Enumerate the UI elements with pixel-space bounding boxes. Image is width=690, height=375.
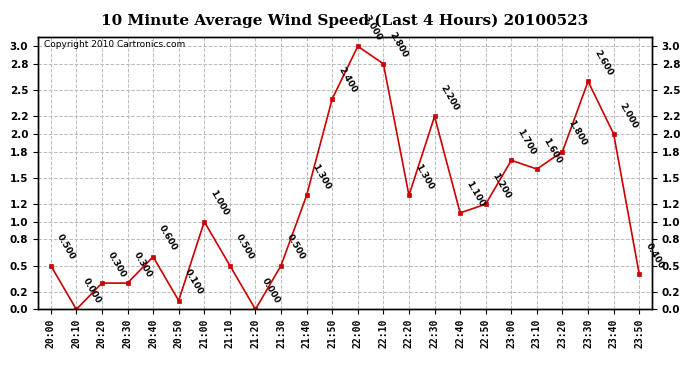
Text: 1.100: 1.100 — [464, 180, 486, 209]
Text: 0.500: 0.500 — [55, 232, 77, 261]
Text: 2.400: 2.400 — [336, 66, 358, 95]
Text: 1.200: 1.200 — [490, 171, 512, 200]
Text: 0.500: 0.500 — [234, 232, 256, 261]
Text: 2.000: 2.000 — [618, 101, 640, 130]
Text: 0.600: 0.600 — [157, 224, 179, 253]
Text: 1.800: 1.800 — [566, 118, 589, 147]
Text: 0.000: 0.000 — [259, 277, 282, 305]
Text: 0.500: 0.500 — [285, 232, 307, 261]
Text: 1.000: 1.000 — [208, 189, 230, 218]
Text: 0.000: 0.000 — [81, 277, 102, 305]
Text: 1.600: 1.600 — [541, 136, 563, 165]
Text: 2.600: 2.600 — [592, 48, 614, 77]
Text: 1.300: 1.300 — [413, 162, 435, 191]
Text: 2.200: 2.200 — [439, 83, 461, 112]
Text: 1.700: 1.700 — [515, 127, 538, 156]
Text: 0.100: 0.100 — [183, 268, 205, 297]
Text: 0.400: 0.400 — [643, 241, 665, 270]
Text: Copyright 2010 Cartronics.com: Copyright 2010 Cartronics.com — [44, 40, 186, 49]
Text: 2.800: 2.800 — [388, 31, 409, 60]
Text: 3.000: 3.000 — [362, 13, 384, 42]
Text: 0.300: 0.300 — [132, 250, 153, 279]
Text: 10 Minute Average Wind Speed (Last 4 Hours) 20100523: 10 Minute Average Wind Speed (Last 4 Hou… — [101, 13, 589, 27]
Text: 0.300: 0.300 — [106, 250, 128, 279]
Text: 1.300: 1.300 — [310, 162, 333, 191]
